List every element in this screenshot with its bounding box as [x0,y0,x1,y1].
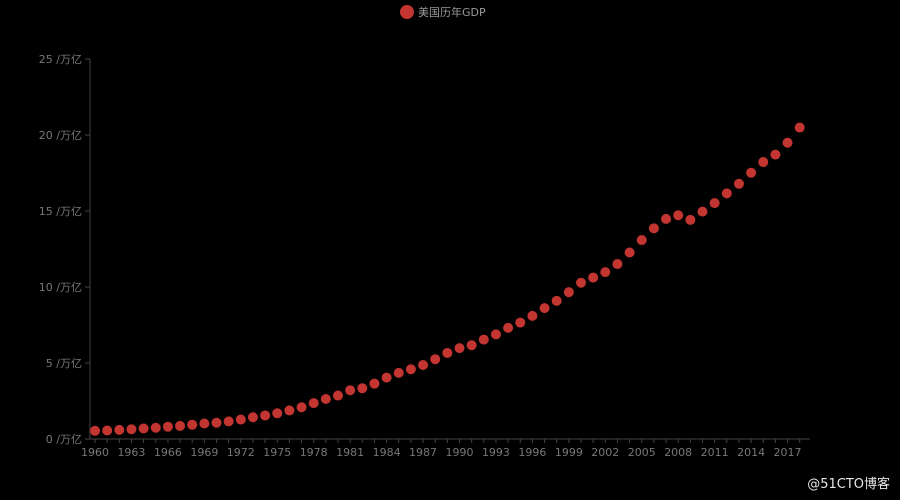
data-point [138,423,149,434]
data-point [466,340,477,351]
data-point [539,303,550,314]
data-point [284,405,295,416]
x-axis-tick-label: 1963 [117,446,145,459]
x-axis-tick-label: 1999 [555,446,583,459]
data-point [102,425,113,436]
data-point [563,287,574,298]
data-point [381,372,392,383]
data-point [551,295,562,306]
x-axis-tick-label: 1990 [446,446,474,459]
x-axis-tick-label: 2017 [774,446,802,459]
x-axis-tick-label: 2011 [701,446,729,459]
data-point [770,149,781,160]
data-point [187,419,198,430]
y-axis-tick-label: 0 /万亿 [46,433,82,446]
data-point [223,416,234,427]
data-point [308,398,319,409]
x-axis-tick-label: 1972 [227,446,255,459]
watermark: @51CTO博客 [807,477,890,492]
x-axis-tick-label: 1969 [190,446,218,459]
x-axis-tick-label: 1984 [373,446,401,459]
data-point [90,425,100,436]
x-axis-tick-label: 1993 [482,446,510,459]
data-point [600,267,611,278]
x-axis-tick-label: 2005 [628,446,656,459]
data-point [503,322,514,333]
data-point [199,418,210,429]
data-point [721,188,732,199]
data-point [794,122,805,133]
data-point [235,414,246,425]
y-axis-tick-label: 10 /万亿 [39,281,82,294]
chart-points [90,122,805,436]
data-point [733,178,744,189]
data-point [588,272,599,283]
data-point [709,198,720,209]
x-axis-tick-label: 2014 [737,446,765,459]
data-point [175,420,186,431]
data-point [369,378,380,389]
y-axis-tick-label: 15 /万亿 [39,205,82,218]
data-point [478,334,489,345]
data-point [150,422,161,433]
x-axis-tick-label: 1996 [518,446,546,459]
x-axis-tick-label: 1966 [154,446,182,459]
data-point [673,210,684,221]
data-point [746,167,757,178]
data-point [345,385,356,396]
legend-swatch-icon [400,5,414,19]
data-point [272,408,283,419]
data-point [405,364,416,375]
data-point [418,359,429,370]
data-point [576,277,586,288]
data-point [490,329,501,340]
data-point [758,157,769,168]
data-point [296,402,307,413]
data-point [260,410,271,421]
data-point [782,137,793,148]
y-axis-tick-label: 20 /万亿 [39,129,82,142]
x-axis-tick-label: 1978 [300,446,328,459]
data-point [357,383,368,394]
x-axis-tick-label: 1975 [263,446,291,459]
data-point [697,206,708,217]
data-point [612,259,623,270]
data-point [162,421,173,432]
x-axis-tick-label: 1960 [81,446,109,459]
chart-legend[interactable]: 美国历年GDP [400,3,486,21]
y-axis-tick-label: 25 /万亿 [39,53,82,66]
data-point [527,310,538,321]
x-axis-tick-label: 1981 [336,446,364,459]
data-point [661,213,672,224]
legend-label: 美国历年GDP [418,6,486,19]
data-point [114,424,125,435]
data-point [247,412,258,423]
data-point [685,214,696,225]
data-point [430,354,441,365]
x-axis-tick-label: 1987 [409,446,437,459]
data-point [320,394,331,405]
data-point [636,235,647,246]
y-axis-tick-label: 5 /万亿 [46,357,82,370]
data-point [648,223,659,234]
data-point [624,247,635,258]
data-point [454,343,465,354]
x-axis-tick-label: 2008 [664,446,692,459]
chart-axes: 0 /万亿 5 /万亿 10 /万亿 15 /万亿 20 /万亿 25 /万亿 1960 19… [39,53,810,459]
data-point [211,417,222,428]
x-axis-tick-label: 2002 [591,446,619,459]
data-point [515,317,526,328]
data-point [126,424,137,435]
data-point [393,367,404,378]
data-point [442,347,453,358]
data-point [333,390,343,401]
